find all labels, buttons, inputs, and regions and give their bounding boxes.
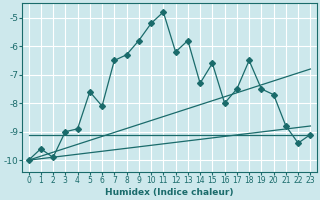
X-axis label: Humidex (Indice chaleur): Humidex (Indice chaleur) bbox=[105, 188, 234, 197]
